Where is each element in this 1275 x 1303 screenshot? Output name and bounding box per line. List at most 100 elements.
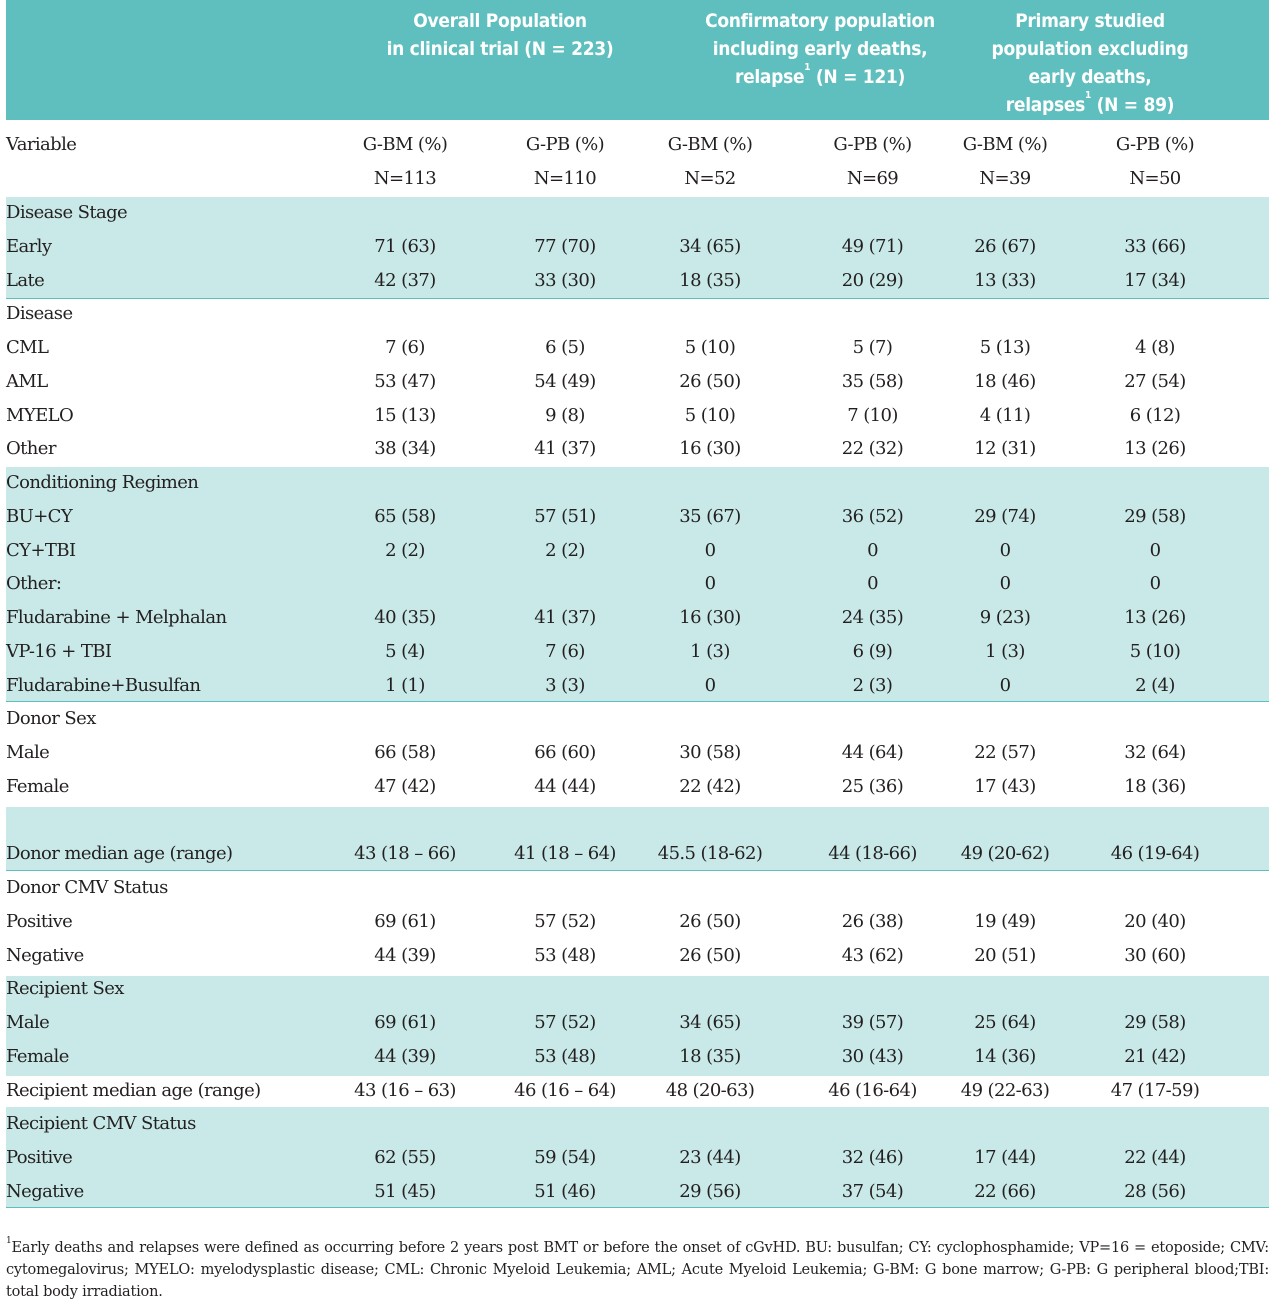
row-label: Recipient CMV Status — [6, 1113, 196, 1134]
table-cell: 36 (52) — [841, 506, 904, 527]
table-cell — [800, 972, 945, 1006]
table-cell: 20 (51) — [974, 945, 1036, 966]
table-cell — [495, 297, 635, 331]
table-cell: 39 (57) — [841, 1012, 904, 1033]
table-cell: 6 (9) — [852, 641, 893, 662]
table-cell: 51 (46) — [534, 1181, 596, 1202]
table-cell: 0 — [999, 540, 1011, 561]
table-cell: 16 (30) — [679, 438, 741, 459]
column-header: G-BM (%) — [667, 134, 753, 155]
table-cell: 0 — [867, 573, 878, 594]
column-n: N=50 — [1129, 168, 1181, 189]
table-cell: 57 (51) — [534, 506, 596, 527]
table-cell: 46 (16-64) — [828, 1080, 917, 1101]
table-cell: 0 — [1149, 540, 1161, 561]
table-cell — [940, 1107, 1070, 1141]
table-cell: 44 (18-66) — [828, 843, 917, 864]
table-cell: 44 (39) — [374, 945, 436, 966]
table-cell — [800, 196, 945, 230]
table-cell: 1 (3) — [985, 641, 1025, 662]
table-cell: 22 (44) — [1124, 1147, 1186, 1168]
table-cell: 14 (36) — [974, 1046, 1036, 1067]
table-cell — [645, 466, 775, 500]
column-header: G-PB (%) — [1115, 134, 1195, 155]
table-cell — [940, 871, 1070, 905]
table-cell: 71 (63) — [374, 236, 436, 257]
table-cell — [1080, 972, 1230, 1006]
table-cell — [800, 466, 945, 500]
table-cell: 7 (6) — [545, 641, 585, 662]
table-cell: 2 (3) — [852, 675, 893, 696]
table-cell: 37 (54) — [841, 1181, 904, 1202]
table-cell: 26 (50) — [679, 911, 741, 932]
table-cell: 34 (65) — [679, 1012, 741, 1033]
table-cell — [495, 804, 635, 838]
table-cell: 30 (58) — [679, 742, 741, 763]
table-cell — [940, 196, 1070, 230]
table-cell — [335, 567, 475, 601]
row-label: BU+CY — [6, 506, 73, 527]
table-cell: 41 (37) — [534, 607, 596, 628]
table-cell: 54 (49) — [534, 371, 596, 392]
table-cell: 34 (65) — [679, 236, 741, 257]
table-cell: 5 (10) — [684, 405, 736, 426]
table-cell: 46 (16 – 64) — [514, 1080, 616, 1101]
table-cell: 22 (57) — [974, 742, 1036, 763]
table-cell — [495, 196, 635, 230]
column-n: N=113 — [373, 168, 437, 189]
band-donor-median-age — [6, 807, 1269, 870]
band-disease-stage — [6, 197, 1269, 298]
table-cell: 45.5 (18-62) — [657, 843, 763, 864]
table-cell: 17 (34) — [1124, 270, 1186, 291]
table-cell: 30 (60) — [1124, 945, 1186, 966]
table-cell: 25 (36) — [841, 776, 904, 797]
table-cell: 2 (2) — [545, 540, 585, 561]
table-cell: 17 (43) — [974, 776, 1036, 797]
table-cell: 0 — [1149, 573, 1161, 594]
table-cell: 35 (67) — [679, 506, 741, 527]
table-cell — [645, 196, 775, 230]
table-cell: 0 — [704, 540, 716, 561]
divider — [6, 701, 1269, 702]
table-cell — [1080, 702, 1230, 736]
row-label: Fludarabine + Melphalan — [6, 607, 227, 628]
table-cell: 66 (58) — [374, 742, 436, 763]
table-cell — [940, 297, 1070, 331]
table-cell: 26 (67) — [974, 236, 1036, 257]
table-cell — [940, 466, 1070, 500]
row-label: Positive — [6, 911, 73, 932]
table-cell: 3 (3) — [545, 675, 585, 696]
table-cell: 22 (66) — [974, 1181, 1036, 1202]
row-label: Recipient median age (range) — [6, 1080, 261, 1101]
table-cell — [1080, 196, 1230, 230]
column-n: N=39 — [979, 168, 1031, 189]
table-cell: 29 (58) — [1124, 1012, 1186, 1033]
row-label: Disease — [6, 303, 73, 324]
table-cell: 7 (6) — [385, 337, 425, 358]
table-cell: 0 — [704, 675, 716, 696]
row-label: Male — [6, 1012, 50, 1033]
row-label: Recipient Sex — [6, 978, 124, 999]
table-cell: 30 (43) — [841, 1046, 904, 1067]
row-label: Male — [6, 742, 50, 763]
table-cell — [495, 567, 635, 601]
table-cell — [495, 466, 635, 500]
column-header: G-BM (%) — [362, 134, 448, 155]
table-cell — [645, 804, 775, 838]
table-cell: 29 (74) — [974, 506, 1036, 527]
table-cell: 2 (2) — [385, 540, 425, 561]
table-cell: 29 (58) — [1124, 506, 1186, 527]
table-cell: 18 (36) — [1124, 776, 1186, 797]
table-cell: 4 (11) — [979, 405, 1031, 426]
column-header: G-PB (%) — [525, 134, 605, 155]
table-cell: 23 (44) — [679, 1147, 741, 1168]
row-label: Donor CMV Status — [6, 877, 168, 898]
row-label: Negative — [6, 945, 84, 966]
table-cell: 5 (7) — [852, 337, 893, 358]
band-recipient-sex — [6, 976, 1269, 1076]
table-cell: 20 (40) — [1124, 911, 1186, 932]
row-label: Female — [6, 1046, 69, 1067]
table-cell: 27 (54) — [1124, 371, 1186, 392]
table-cell: 35 (58) — [841, 371, 904, 392]
table-cell: 43 (16 – 63) — [354, 1080, 456, 1101]
